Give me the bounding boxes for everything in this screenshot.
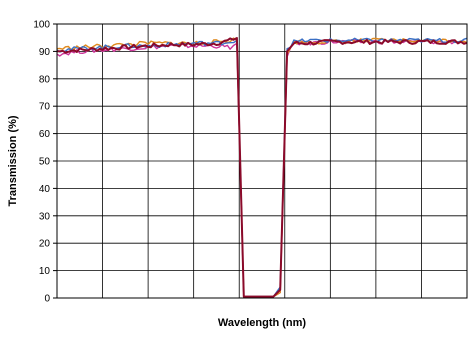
series-line-2	[56, 39, 468, 298]
y-tick-label: 30	[39, 211, 51, 222]
series-layer	[56, 37, 468, 298]
y-tick-label: 90	[39, 47, 51, 58]
series-line-3	[56, 37, 468, 298]
y-tick-label: 80	[39, 74, 51, 85]
series-line-4	[56, 37, 468, 298]
y-tick-label: 60	[39, 129, 51, 140]
y-tick-label: 20	[39, 239, 51, 250]
y-axis-title: Transmission (%)	[7, 115, 19, 206]
y-tick-label: 40	[39, 184, 51, 195]
grid-layer	[57, 24, 467, 298]
x-axis-title: Wavelength (nm)	[218, 317, 307, 329]
series-line-1	[56, 37, 468, 298]
y-tick-label: 0	[44, 294, 50, 305]
y-tick-label: 100	[33, 20, 50, 31]
y-tick-label: 50	[39, 157, 51, 168]
y-tick-labels: 0 10 20 30 40 50 60 70 80 90 100	[33, 20, 57, 305]
y-tick-label: 70	[39, 102, 51, 113]
y-tick-label: 10	[39, 266, 51, 277]
